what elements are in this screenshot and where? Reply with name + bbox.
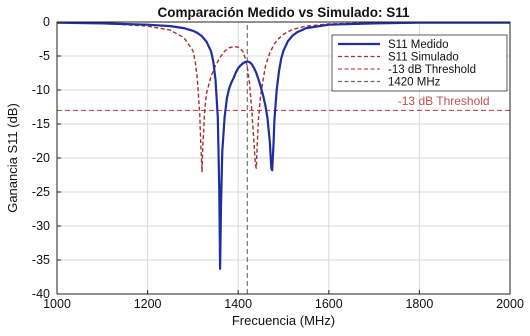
legend-label: -13 dB Threshold <box>388 64 476 76</box>
x-axis-label: Frecuencia (MHz) <box>232 313 335 328</box>
x-tick-label: 2000 <box>496 297 524 311</box>
annotation-layer: -13 dB Threshold <box>398 94 490 108</box>
threshold-annotation: -13 dB Threshold <box>398 94 490 108</box>
x-tick-label: 1200 <box>134 297 162 311</box>
y-tick-label: -5 <box>39 49 50 63</box>
y-tick-label: -15 <box>32 117 50 131</box>
y-axis-label: Ganancia S11 (dB) <box>5 103 20 213</box>
x-tick-label: 1400 <box>224 297 252 311</box>
legend-label: S11 Simulado <box>388 52 459 64</box>
legend-label: 1420 MHz <box>388 77 441 89</box>
y-tick-label: -25 <box>32 185 50 199</box>
legend-label: S11 Medido <box>388 39 449 51</box>
tick-layer: 1000 1200 1400 1600 1800 2000 0 -5 -10 -15 -20 -25 -… <box>32 15 524 311</box>
x-tick-label: 1000 <box>43 297 71 311</box>
y-tick-label: -35 <box>32 253 50 267</box>
y-tick-label: -40 <box>32 287 50 301</box>
y-tick-label: -10 <box>32 83 50 97</box>
y-tick-label: -30 <box>32 219 50 233</box>
x-tick-label: 1800 <box>405 297 433 311</box>
y-tick-label: -20 <box>32 151 50 165</box>
y-tick-label: 0 <box>43 15 50 29</box>
series-s11-medido <box>56 21 510 270</box>
x-tick-label: 1600 <box>315 297 343 311</box>
chart-title: Comparación Medido vs Simulado: S11 <box>157 5 410 20</box>
series-layer <box>56 21 510 294</box>
